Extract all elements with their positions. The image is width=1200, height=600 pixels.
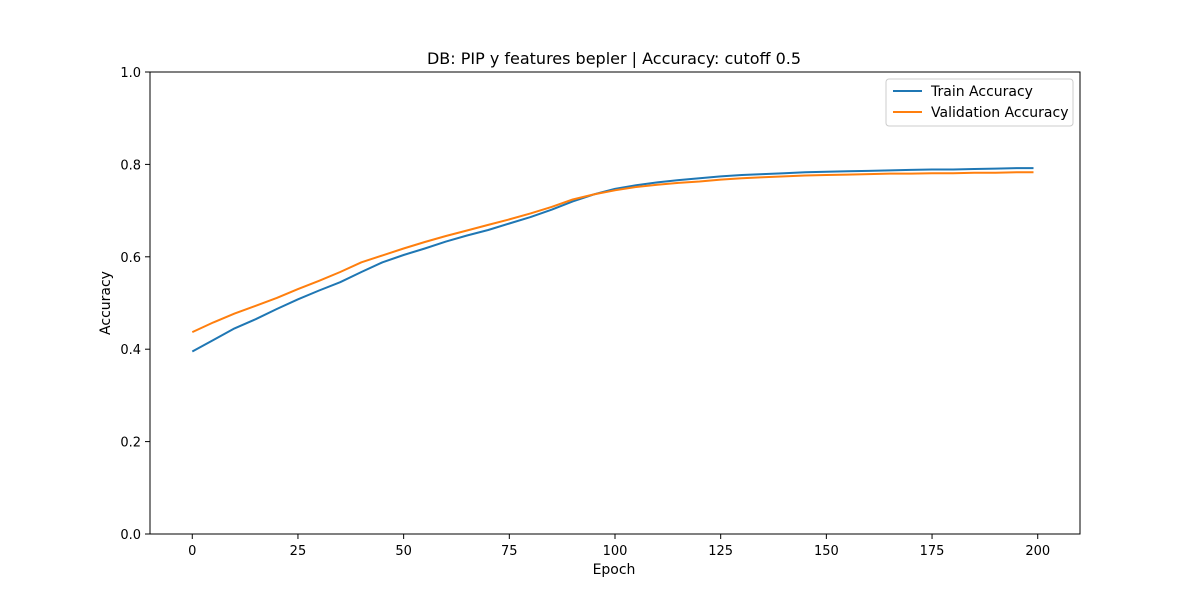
legend-entry: Train Accuracy bbox=[930, 84, 1033, 100]
plot-frame bbox=[149, 71, 1081, 535]
y-tick-label: 1.0 bbox=[120, 66, 141, 81]
x-tick-label: 150 bbox=[814, 544, 839, 559]
chart-title: DB: PIP y features bepler | Accuracy: cu… bbox=[427, 49, 801, 68]
x-tick-label: 50 bbox=[395, 544, 412, 559]
x-tick-label: 200 bbox=[1025, 544, 1050, 559]
legend: Train Accuracy Validation Accuracy bbox=[885, 78, 1074, 127]
x-tick-label: 25 bbox=[290, 544, 307, 559]
series-line-validation-accuracy bbox=[191, 171, 1034, 334]
y-tick-label: 0.8 bbox=[120, 158, 141, 173]
x-tick-label: 0 bbox=[188, 544, 196, 559]
y-tick-label: 0.4 bbox=[120, 343, 141, 358]
series-line-train-accuracy bbox=[191, 167, 1034, 353]
plot-area bbox=[149, 71, 1081, 535]
series-lines bbox=[191, 167, 1034, 353]
legend-entry: Validation Accuracy bbox=[931, 105, 1069, 121]
x-tick-label: 100 bbox=[603, 544, 628, 559]
y-axis-label: Accuracy bbox=[98, 271, 114, 335]
y-axis: 0.0 0.2 0.4 0.6 0.8 1.0 bbox=[120, 66, 150, 543]
legend-box bbox=[885, 78, 1074, 127]
y-tick-label: 0.6 bbox=[120, 251, 141, 266]
x-axis-label: Epoch bbox=[593, 562, 636, 578]
y-tick-label: 0.2 bbox=[120, 436, 141, 451]
y-tick-label: 0.0 bbox=[120, 528, 141, 543]
x-tick-label: 125 bbox=[708, 544, 733, 559]
x-tick-label: 75 bbox=[501, 544, 518, 559]
x-axis: 0 25 50 75 100 125 150 175 200 bbox=[188, 534, 1050, 559]
x-tick-label: 175 bbox=[920, 544, 945, 559]
